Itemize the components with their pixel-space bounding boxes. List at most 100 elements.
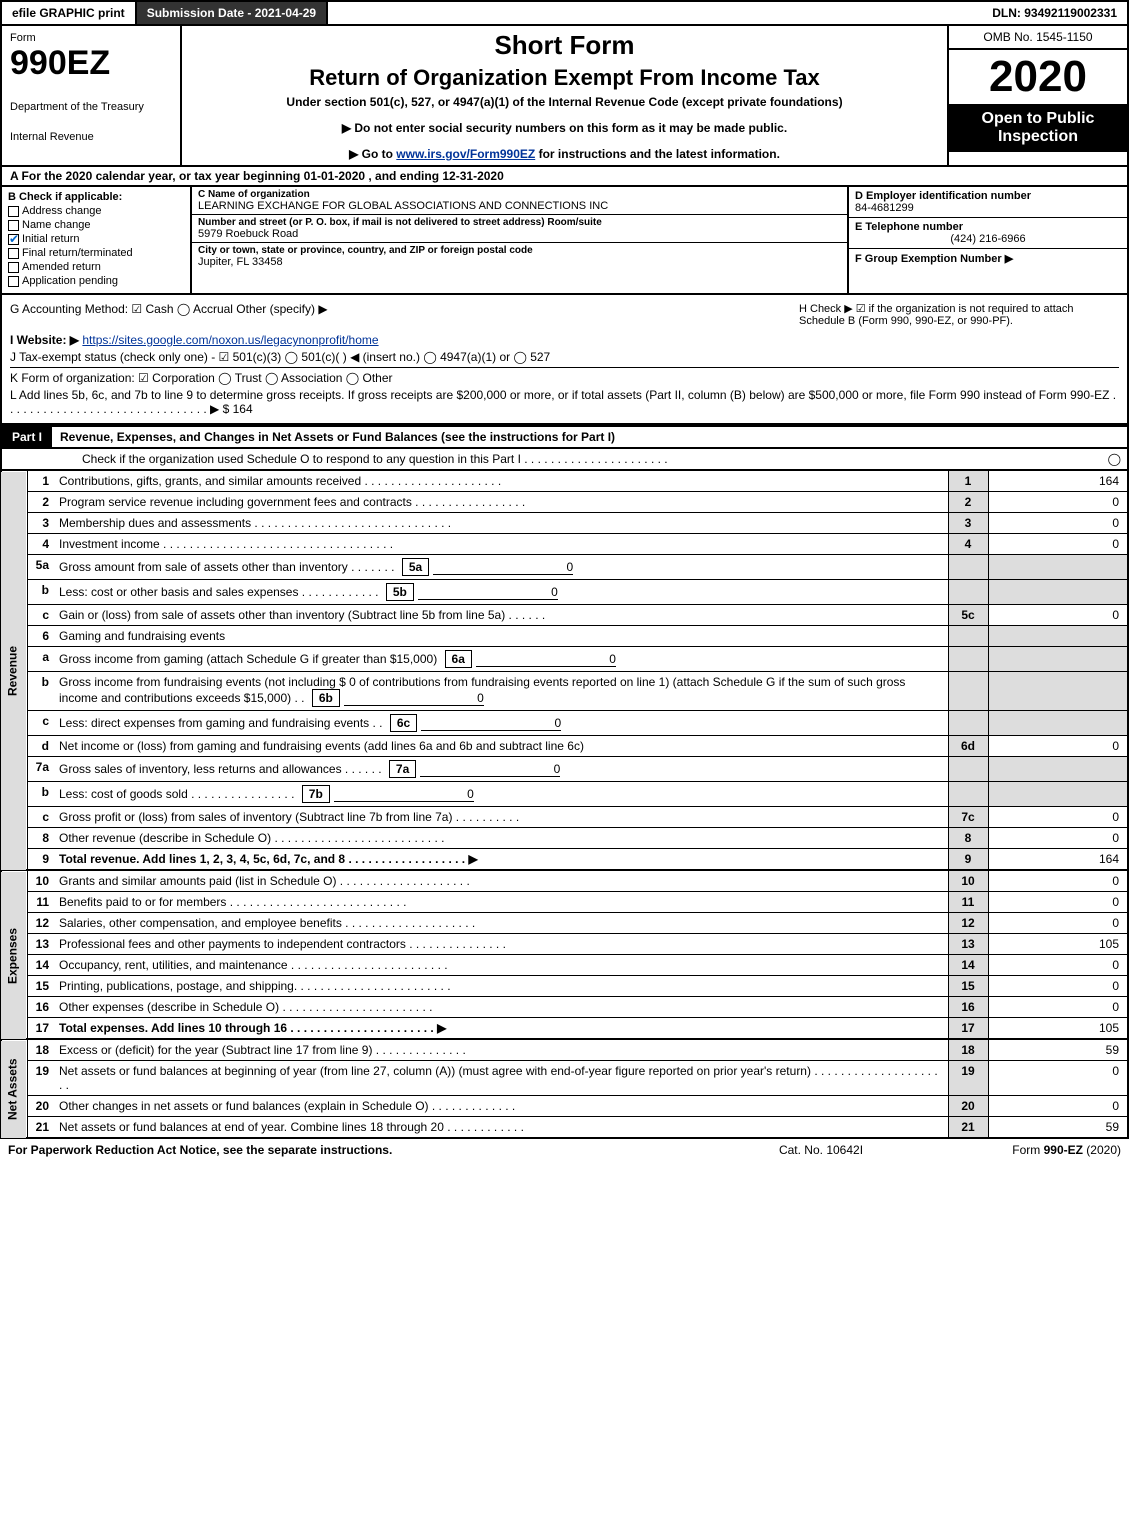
line-amount: [988, 580, 1128, 605]
submission-date-button[interactable]: Submission Date - 2021-04-29: [137, 2, 328, 24]
line-number: b: [27, 672, 55, 711]
goto-note: ▶ Go to www.irs.gov/Form990EZ for instru…: [192, 147, 937, 161]
line-number: 14: [27, 955, 55, 976]
line-amount: [988, 757, 1128, 782]
org-city-label: City or town, state or province, country…: [198, 245, 841, 256]
line-box: 19: [948, 1061, 988, 1096]
line-number: 6: [27, 626, 55, 647]
line-row: bGross income from fundraising events (n…: [1, 672, 1128, 711]
line-row: Expenses10Grants and similar amounts pai…: [1, 871, 1128, 892]
line-amount: 0: [988, 492, 1128, 513]
line-desc: Total revenue. Add lines 1, 2, 3, 4, 5c,…: [55, 849, 948, 871]
line-box: [948, 757, 988, 782]
line-amount: 0: [988, 513, 1128, 534]
chk-final-return[interactable]: Final return/terminated: [8, 247, 184, 259]
part1-check-text: Check if the organization used Schedule …: [2, 449, 1087, 469]
line-desc: Other revenue (describe in Schedule O) .…: [55, 828, 948, 849]
org-addr: 5979 Roebuck Road: [198, 228, 841, 240]
line-number: 10: [27, 871, 55, 892]
line-row: cLess: direct expenses from gaming and f…: [1, 711, 1128, 736]
line-desc: Contributions, gifts, grants, and simila…: [55, 471, 948, 492]
tax-year: 2020: [949, 50, 1127, 104]
net-assets-table: Net Assets18Excess or (deficit) for the …: [0, 1040, 1129, 1139]
line-row: cGain or (loss) from sale of assets othe…: [1, 605, 1128, 626]
line-desc: Other expenses (describe in Schedule O) …: [55, 997, 948, 1018]
topbar-spacer: [328, 2, 982, 24]
line-number: 7a: [27, 757, 55, 782]
side-label: Revenue: [1, 471, 27, 870]
line-h: H Check ▶ ☑ if the organization is not r…: [799, 302, 1119, 327]
efile-print-button[interactable]: efile GRAPHIC print: [2, 2, 137, 24]
line-number: 2: [27, 492, 55, 513]
line-amount: 0: [988, 892, 1128, 913]
line-box: 7c: [948, 807, 988, 828]
chk-amended-return[interactable]: Amended return: [8, 261, 184, 273]
line-box: [948, 672, 988, 711]
line-desc: Net assets or fund balances at end of ye…: [55, 1117, 948, 1139]
website-link[interactable]: https://sites.google.com/noxon.us/legacy…: [82, 333, 378, 347]
page-footer: For Paperwork Reduction Act Notice, see …: [0, 1139, 1129, 1161]
line-amount: 164: [988, 471, 1128, 492]
line-amount: [988, 782, 1128, 807]
line-row: 14Occupancy, rent, utilities, and mainte…: [1, 955, 1128, 976]
line-number: 3: [27, 513, 55, 534]
part1-check-box[interactable]: ◯: [1087, 449, 1127, 469]
line-row: 5aGross amount from sale of assets other…: [1, 555, 1128, 580]
line-box: [948, 626, 988, 647]
dept-irs: Internal Revenue: [10, 131, 172, 143]
line-amount: 0: [988, 736, 1128, 757]
line-row: 3Membership dues and assessments . . . .…: [1, 513, 1128, 534]
line-amount: 59: [988, 1040, 1128, 1061]
line-box: 12: [948, 913, 988, 934]
goto-link[interactable]: www.irs.gov/Form990EZ: [396, 147, 535, 161]
line-desc: Membership dues and assessments . . . . …: [55, 513, 948, 534]
tel-label: E Telephone number: [855, 221, 1121, 233]
line-amount: 0: [988, 534, 1128, 555]
chk-address-change[interactable]: Address change: [8, 205, 184, 217]
tel-cell: E Telephone number (424) 216-6966: [849, 218, 1127, 249]
line-number: 17: [27, 1018, 55, 1040]
line-amount: 164: [988, 849, 1128, 871]
line-a: A For the 2020 calendar year, or tax yea…: [0, 165, 1129, 187]
line-row: 8Other revenue (describe in Schedule O) …: [1, 828, 1128, 849]
line-amount: 0: [988, 1061, 1128, 1096]
line-g: G Accounting Method: ☑ Cash ◯ Accrual Ot…: [10, 302, 799, 327]
section-b: B Check if applicable: Address change Na…: [2, 187, 192, 293]
form-word: Form: [10, 32, 172, 44]
section-def: D Employer identification number 84-4681…: [847, 187, 1127, 293]
line-box: 18: [948, 1040, 988, 1061]
line-row: 21Net assets or fund balances at end of …: [1, 1117, 1128, 1139]
chk-name-change[interactable]: Name change: [8, 219, 184, 231]
line-row: cGross profit or (loss) from sales of in…: [1, 807, 1128, 828]
part1-header: Part I Revenue, Expenses, and Changes in…: [0, 425, 1129, 449]
line-row: 19Net assets or fund balances at beginni…: [1, 1061, 1128, 1096]
line-number: 1: [27, 471, 55, 492]
group-exemption-cell: F Group Exemption Number ▶: [849, 249, 1127, 268]
line-number: c: [27, 605, 55, 626]
goto-pre: ▶ Go to: [349, 147, 396, 161]
line-box: 11: [948, 892, 988, 913]
line-box: 17: [948, 1018, 988, 1040]
line-l: L Add lines 5b, 6c, and 7b to line 9 to …: [10, 388, 1119, 416]
line-row: dNet income or (loss) from gaming and fu…: [1, 736, 1128, 757]
meta-block: G Accounting Method: ☑ Cash ◯ Accrual Ot…: [0, 295, 1129, 425]
side-label: Net Assets: [1, 1040, 27, 1138]
line-number: 16: [27, 997, 55, 1018]
line-box: 3: [948, 513, 988, 534]
chk-application-pending[interactable]: Application pending: [8, 275, 184, 287]
line-number: 20: [27, 1096, 55, 1117]
chk-initial-return[interactable]: Initial return: [8, 233, 184, 245]
org-name-cell: C Name of organization LEARNING EXCHANGE…: [192, 187, 847, 215]
line-desc: Gross profit or (loss) from sales of inv…: [55, 807, 948, 828]
line-desc: Gross income from gaming (attach Schedul…: [55, 647, 948, 672]
org-addr-cell: Number and street (or P. O. box, if mail…: [192, 215, 847, 243]
line-box: 9: [948, 849, 988, 871]
ssn-note: ▶ Do not enter social security numbers o…: [192, 121, 937, 135]
line-desc: Gross income from fundraising events (no…: [55, 672, 948, 711]
line-desc: Gross amount from sale of assets other t…: [55, 555, 948, 580]
entity-block: B Check if applicable: Address change Na…: [0, 187, 1129, 295]
line-box: [948, 711, 988, 736]
line-box: [948, 782, 988, 807]
line-number: a: [27, 647, 55, 672]
line-desc: Professional fees and other payments to …: [55, 934, 948, 955]
